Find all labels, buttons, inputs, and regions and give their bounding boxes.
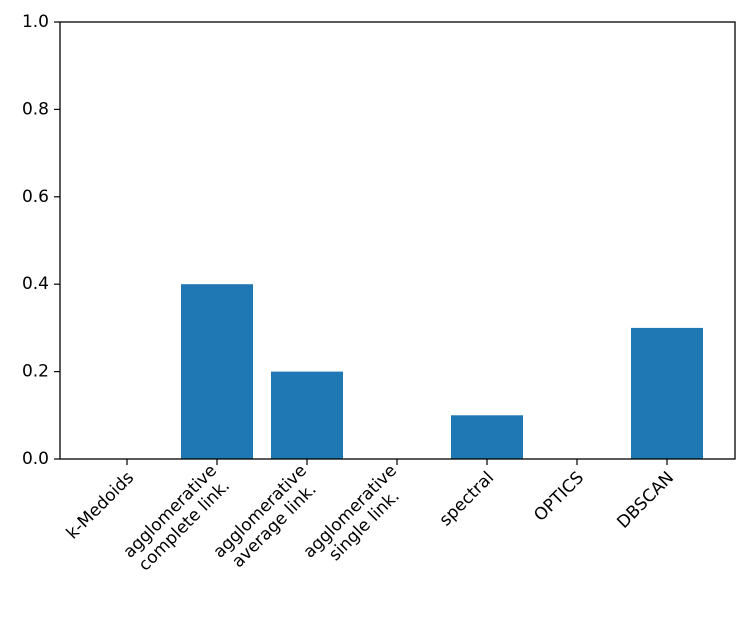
x-tick-label-4: spectral bbox=[436, 468, 498, 530]
x-tick-label-6: DBSCAN bbox=[613, 468, 678, 533]
x-tick-label-line-0-0: k-Medoids bbox=[63, 468, 139, 544]
y-tick-label-3: 0.6 bbox=[22, 187, 49, 207]
bar-6 bbox=[631, 327, 703, 459]
x-tick-label-line-5-0: OPTICS bbox=[530, 468, 588, 526]
y-tick-label-4: 0.8 bbox=[22, 99, 49, 119]
x-tick-label-line-6-0: DBSCAN bbox=[613, 468, 678, 533]
plot-area bbox=[60, 22, 735, 459]
y-axis: 0.0 0.2 0.4 0.6 0.8 1.0 bbox=[22, 12, 60, 469]
plot-frame bbox=[59, 21, 736, 460]
bars-group bbox=[181, 284, 703, 459]
y-tick-label-5: 1.0 bbox=[22, 12, 49, 32]
bar-1 bbox=[181, 284, 253, 459]
y-tick-label-2: 0.4 bbox=[22, 274, 49, 294]
y-tick-label-0: 0.0 bbox=[22, 449, 49, 469]
bar-2 bbox=[271, 371, 343, 459]
x-tick-label-0: k-Medoids bbox=[63, 468, 139, 544]
bar-4 bbox=[451, 415, 523, 459]
x-tick-label-5: OPTICS bbox=[530, 468, 588, 526]
y-tick-label-1: 0.2 bbox=[22, 362, 49, 382]
x-tick-label-line-4-0: spectral bbox=[436, 468, 498, 530]
